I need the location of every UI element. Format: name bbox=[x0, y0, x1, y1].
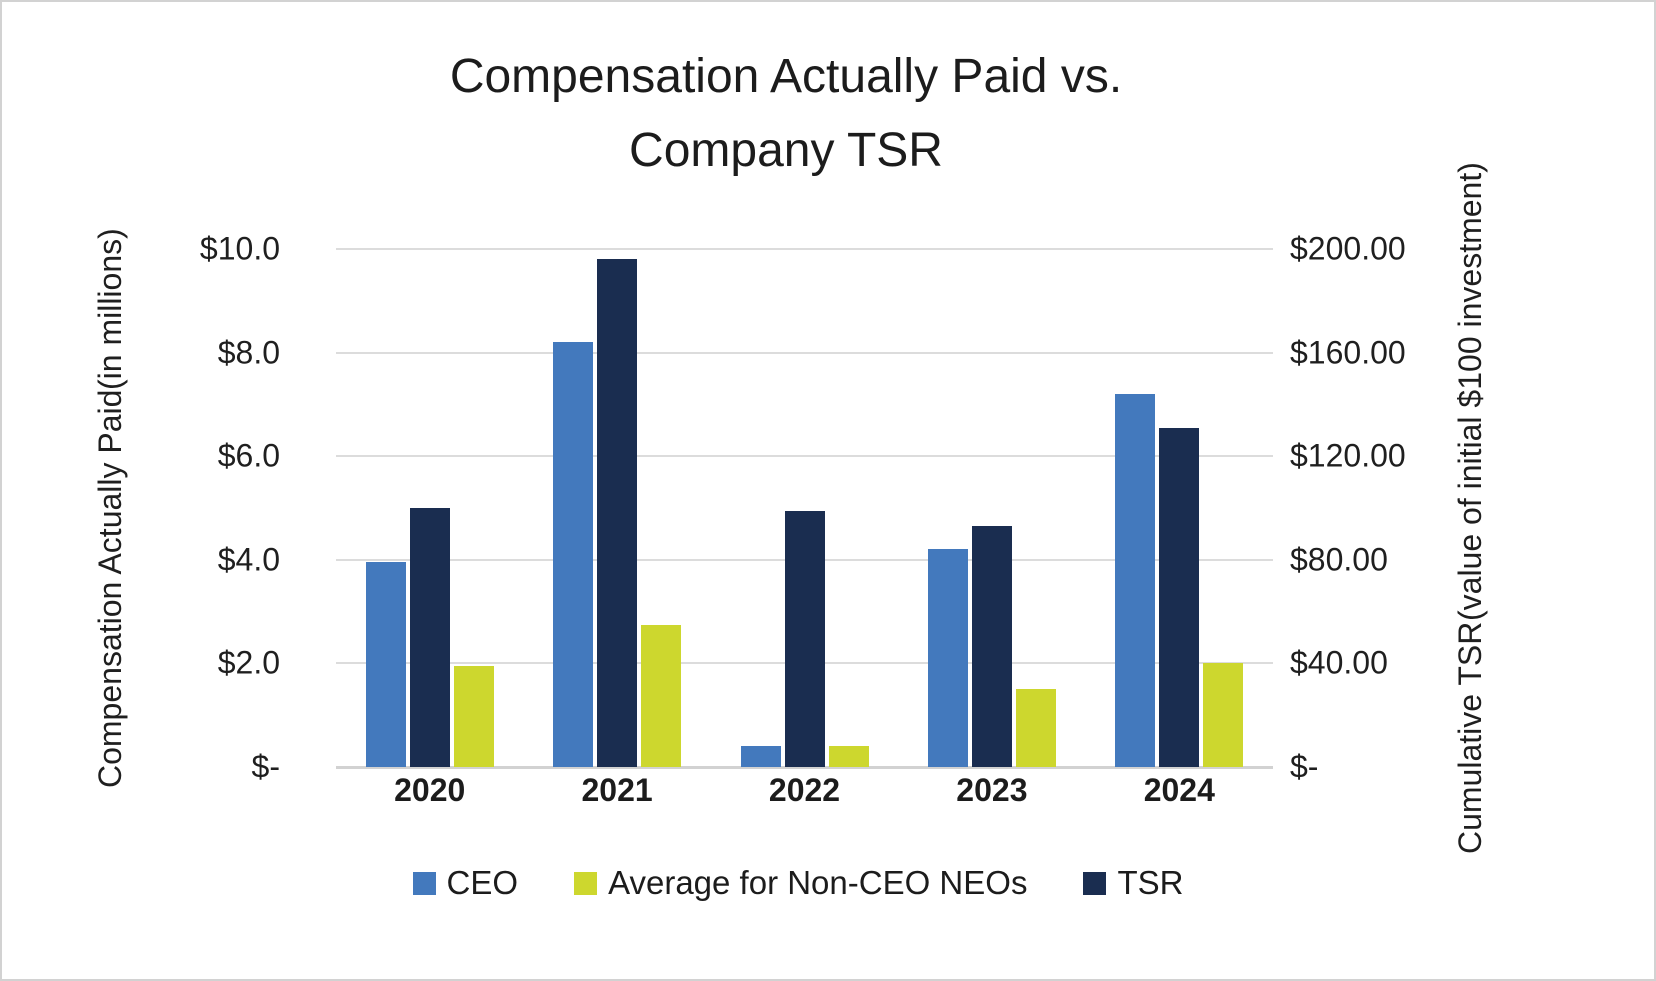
bar-group-2021 bbox=[553, 249, 682, 767]
left-axis-tick: $2.0 bbox=[217, 644, 280, 681]
bar-group-2023 bbox=[927, 249, 1056, 767]
bar-ceo-2021 bbox=[553, 342, 594, 767]
x-axis-labels: 2020 2021 2022 2023 2024 bbox=[336, 772, 1273, 816]
bar-neo-2024 bbox=[1203, 663, 1244, 767]
right-axis-title: Cumulative TSR (value of initial $100 in… bbox=[1404, 162, 1536, 853]
bar-neo-2021 bbox=[641, 624, 682, 767]
right-axis-tick: $- bbox=[1290, 748, 1319, 785]
right-axis-ticks: $200.00 $160.00 $120.00 $80.00 $40.00 $- bbox=[1290, 231, 1490, 785]
bar-ceo-2020 bbox=[365, 562, 406, 767]
x-axis-line bbox=[336, 766, 1273, 769]
x-axis-label-2021: 2021 bbox=[581, 772, 653, 808]
legend-label-neo: Average for Non-CEO NEOs bbox=[608, 864, 1028, 901]
legend-item-tsr: TSR bbox=[1083, 864, 1183, 902]
bar-tsr-2023 bbox=[971, 526, 1012, 767]
x-axis-label-2023: 2023 bbox=[956, 772, 1028, 808]
gridline bbox=[336, 455, 1273, 458]
bar-neo-2020 bbox=[453, 666, 494, 767]
right-axis-title-line-1: Cumulative TSR bbox=[1452, 621, 1488, 854]
bar-group-2022 bbox=[740, 249, 869, 767]
left-axis-tick: $4.0 bbox=[217, 541, 280, 578]
bar-ceo-2022 bbox=[740, 746, 781, 767]
gridline bbox=[336, 351, 1273, 354]
bar-ceo-2023 bbox=[927, 549, 968, 767]
left-axis-tick: $6.0 bbox=[217, 437, 280, 474]
plot-area bbox=[336, 248, 1273, 769]
right-axis-tick: $200.00 bbox=[1290, 230, 1406, 267]
left-axis-tick: $10.0 bbox=[199, 230, 280, 267]
bar-tsr-2022 bbox=[784, 510, 825, 767]
x-axis-label-2022: 2022 bbox=[768, 772, 841, 808]
gridline bbox=[336, 248, 1273, 250]
left-axis-tick: $- bbox=[251, 748, 280, 785]
x-axis-label-2024: 2024 bbox=[1143, 772, 1215, 808]
left-axis-ticks: $10.0 $8.0 $6.0 $4.0 $2.0 $- bbox=[100, 231, 280, 785]
legend-swatch-neo bbox=[574, 871, 598, 895]
bar-tsr-2021 bbox=[597, 259, 638, 767]
bar-tsr-2020 bbox=[409, 508, 450, 767]
chart-title: Compensation Actually Paid vs. Company T… bbox=[0, 40, 1572, 188]
right-axis-tick: $80.00 bbox=[1290, 541, 1388, 578]
x-axis-label-2020: 2020 bbox=[394, 772, 466, 808]
bar-tsr-2024 bbox=[1159, 427, 1200, 767]
legend-label-ceo: CEO bbox=[446, 864, 519, 901]
chart-title-line-2: Company TSR bbox=[629, 124, 943, 177]
legend-label-tsr: TSR bbox=[1117, 864, 1184, 901]
right-axis-title-line-2: (value of initial $100 investment) bbox=[1452, 162, 1488, 622]
right-axis-tick: $120.00 bbox=[1290, 437, 1406, 474]
right-axis-tick: $40.00 bbox=[1290, 644, 1388, 681]
bar-neo-2022 bbox=[828, 746, 869, 767]
legend-swatch-ceo bbox=[412, 871, 436, 895]
right-axis-tick: $160.00 bbox=[1290, 334, 1406, 371]
bar-ceo-2024 bbox=[1115, 394, 1156, 767]
chart-title-line-1: Compensation Actually Paid vs. bbox=[449, 50, 1123, 103]
bar-neo-2023 bbox=[1015, 689, 1056, 767]
legend-swatch-tsr bbox=[1083, 871, 1107, 895]
legend-item-ceo: CEO bbox=[412, 864, 519, 902]
left-axis-tick: $8.0 bbox=[217, 334, 280, 371]
legend-item-neo: Average for Non-CEO NEOs bbox=[574, 864, 1027, 902]
bar-group-2024 bbox=[1115, 249, 1244, 767]
chart-legend: CEO Average for Non-CEO NEOs TSR bbox=[0, 858, 1596, 908]
bar-group-2020 bbox=[365, 249, 494, 767]
